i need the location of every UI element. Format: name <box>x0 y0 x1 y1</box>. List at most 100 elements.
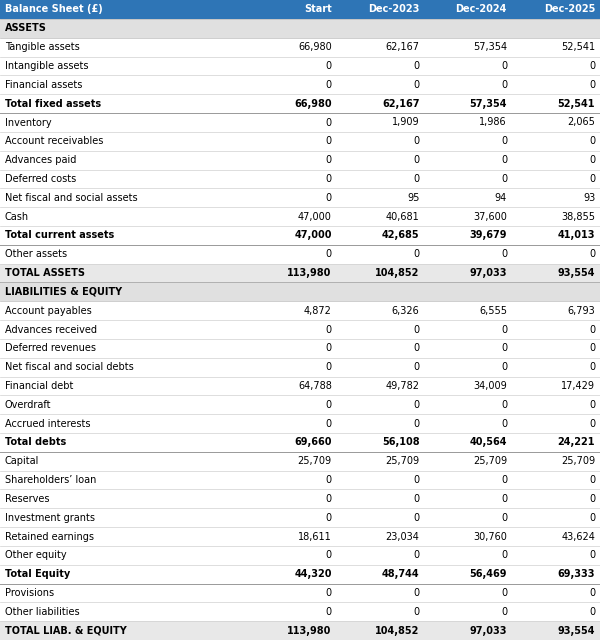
Text: Financial debt: Financial debt <box>5 381 73 391</box>
Text: 0: 0 <box>589 61 595 71</box>
Bar <box>0 94 600 113</box>
Text: 0: 0 <box>413 80 419 90</box>
Text: 25,709: 25,709 <box>385 456 419 466</box>
Text: 0: 0 <box>326 419 332 429</box>
Text: 113,980: 113,980 <box>287 625 332 636</box>
Text: Cash: Cash <box>5 212 29 221</box>
Text: 0: 0 <box>413 249 419 259</box>
Text: 0: 0 <box>589 343 595 353</box>
Text: 69,660: 69,660 <box>294 437 332 447</box>
Bar <box>0 490 600 508</box>
Bar <box>0 602 600 621</box>
Text: 0: 0 <box>501 362 507 372</box>
Text: 0: 0 <box>589 362 595 372</box>
Text: TOTAL ASSETS: TOTAL ASSETS <box>5 268 85 278</box>
Text: Total Equity: Total Equity <box>5 569 70 579</box>
Text: 47,000: 47,000 <box>298 212 332 221</box>
Text: 0: 0 <box>413 61 419 71</box>
Bar <box>0 264 600 282</box>
Text: Inventory: Inventory <box>5 118 52 127</box>
Text: 0: 0 <box>413 607 419 617</box>
Bar <box>0 621 600 640</box>
Text: 2,065: 2,065 <box>568 118 595 127</box>
Text: Dec-2023: Dec-2023 <box>368 4 419 15</box>
Text: 0: 0 <box>501 343 507 353</box>
Text: 0: 0 <box>413 419 419 429</box>
Text: 0: 0 <box>326 118 332 127</box>
Text: 0: 0 <box>501 513 507 523</box>
Text: Start: Start <box>304 4 332 15</box>
Text: 0: 0 <box>501 61 507 71</box>
Text: 0: 0 <box>413 400 419 410</box>
Text: Financial assets: Financial assets <box>5 80 82 90</box>
Text: 0: 0 <box>589 80 595 90</box>
Bar <box>0 546 600 564</box>
Bar <box>0 470 600 490</box>
Bar <box>0 113 600 132</box>
Bar <box>0 151 600 170</box>
Text: Shareholders’ loan: Shareholders’ loan <box>5 475 96 485</box>
Text: 52,541: 52,541 <box>558 99 595 109</box>
Text: 25,709: 25,709 <box>561 456 595 466</box>
Bar <box>0 584 600 602</box>
Text: 41,013: 41,013 <box>558 230 595 241</box>
Text: Balance Sheet (£): Balance Sheet (£) <box>5 4 103 15</box>
Text: 0: 0 <box>589 400 595 410</box>
Text: 0: 0 <box>589 607 595 617</box>
Text: LIABILITIES & EQUITY: LIABILITIES & EQUITY <box>5 287 122 297</box>
Bar <box>0 226 600 245</box>
Text: 6,555: 6,555 <box>479 306 507 316</box>
Text: 0: 0 <box>326 61 332 71</box>
Text: 0: 0 <box>589 249 595 259</box>
Text: Other assets: Other assets <box>5 249 67 259</box>
Bar <box>0 132 600 151</box>
Text: 6,793: 6,793 <box>568 306 595 316</box>
Text: 0: 0 <box>501 155 507 165</box>
Text: 1,909: 1,909 <box>392 118 419 127</box>
Text: 0: 0 <box>326 343 332 353</box>
Bar <box>0 396 600 414</box>
Text: Capital: Capital <box>5 456 39 466</box>
Text: 104,852: 104,852 <box>375 625 419 636</box>
Text: 0: 0 <box>501 136 507 147</box>
Bar <box>0 188 600 207</box>
Text: 95: 95 <box>407 193 419 203</box>
Text: Provisions: Provisions <box>5 588 54 598</box>
Text: Dec-2024: Dec-2024 <box>455 4 507 15</box>
Text: 0: 0 <box>413 136 419 147</box>
Text: 0: 0 <box>589 550 595 560</box>
Text: 25,709: 25,709 <box>473 456 507 466</box>
Text: 0: 0 <box>326 80 332 90</box>
Text: 0: 0 <box>589 136 595 147</box>
Text: 97,033: 97,033 <box>470 625 507 636</box>
Text: 64,788: 64,788 <box>298 381 332 391</box>
Bar <box>0 0 600 19</box>
Text: 97,033: 97,033 <box>470 268 507 278</box>
Text: 0: 0 <box>326 400 332 410</box>
Text: 66,980: 66,980 <box>298 42 332 52</box>
Text: 62,167: 62,167 <box>382 99 419 109</box>
Bar <box>0 76 600 94</box>
Text: 39,679: 39,679 <box>470 230 507 241</box>
Bar <box>0 207 600 226</box>
Text: 24,221: 24,221 <box>558 437 595 447</box>
Text: 0: 0 <box>589 155 595 165</box>
Text: 0: 0 <box>501 400 507 410</box>
Text: Tangible assets: Tangible assets <box>5 42 80 52</box>
Text: 43,624: 43,624 <box>562 531 595 541</box>
Text: TOTAL LIAB. & EQUITY: TOTAL LIAB. & EQUITY <box>5 625 127 636</box>
Text: Deferred costs: Deferred costs <box>5 174 76 184</box>
Text: 93,554: 93,554 <box>558 268 595 278</box>
Text: 0: 0 <box>413 174 419 184</box>
Text: 0: 0 <box>326 193 332 203</box>
Text: 0: 0 <box>413 475 419 485</box>
Text: 0: 0 <box>413 155 419 165</box>
Text: 0: 0 <box>326 362 332 372</box>
Text: Account receivables: Account receivables <box>5 136 103 147</box>
Text: 57,354: 57,354 <box>470 99 507 109</box>
Text: Account payables: Account payables <box>5 306 92 316</box>
Text: 48,744: 48,744 <box>382 569 419 579</box>
Text: 0: 0 <box>589 419 595 429</box>
Bar <box>0 339 600 358</box>
Text: Total current assets: Total current assets <box>5 230 114 241</box>
